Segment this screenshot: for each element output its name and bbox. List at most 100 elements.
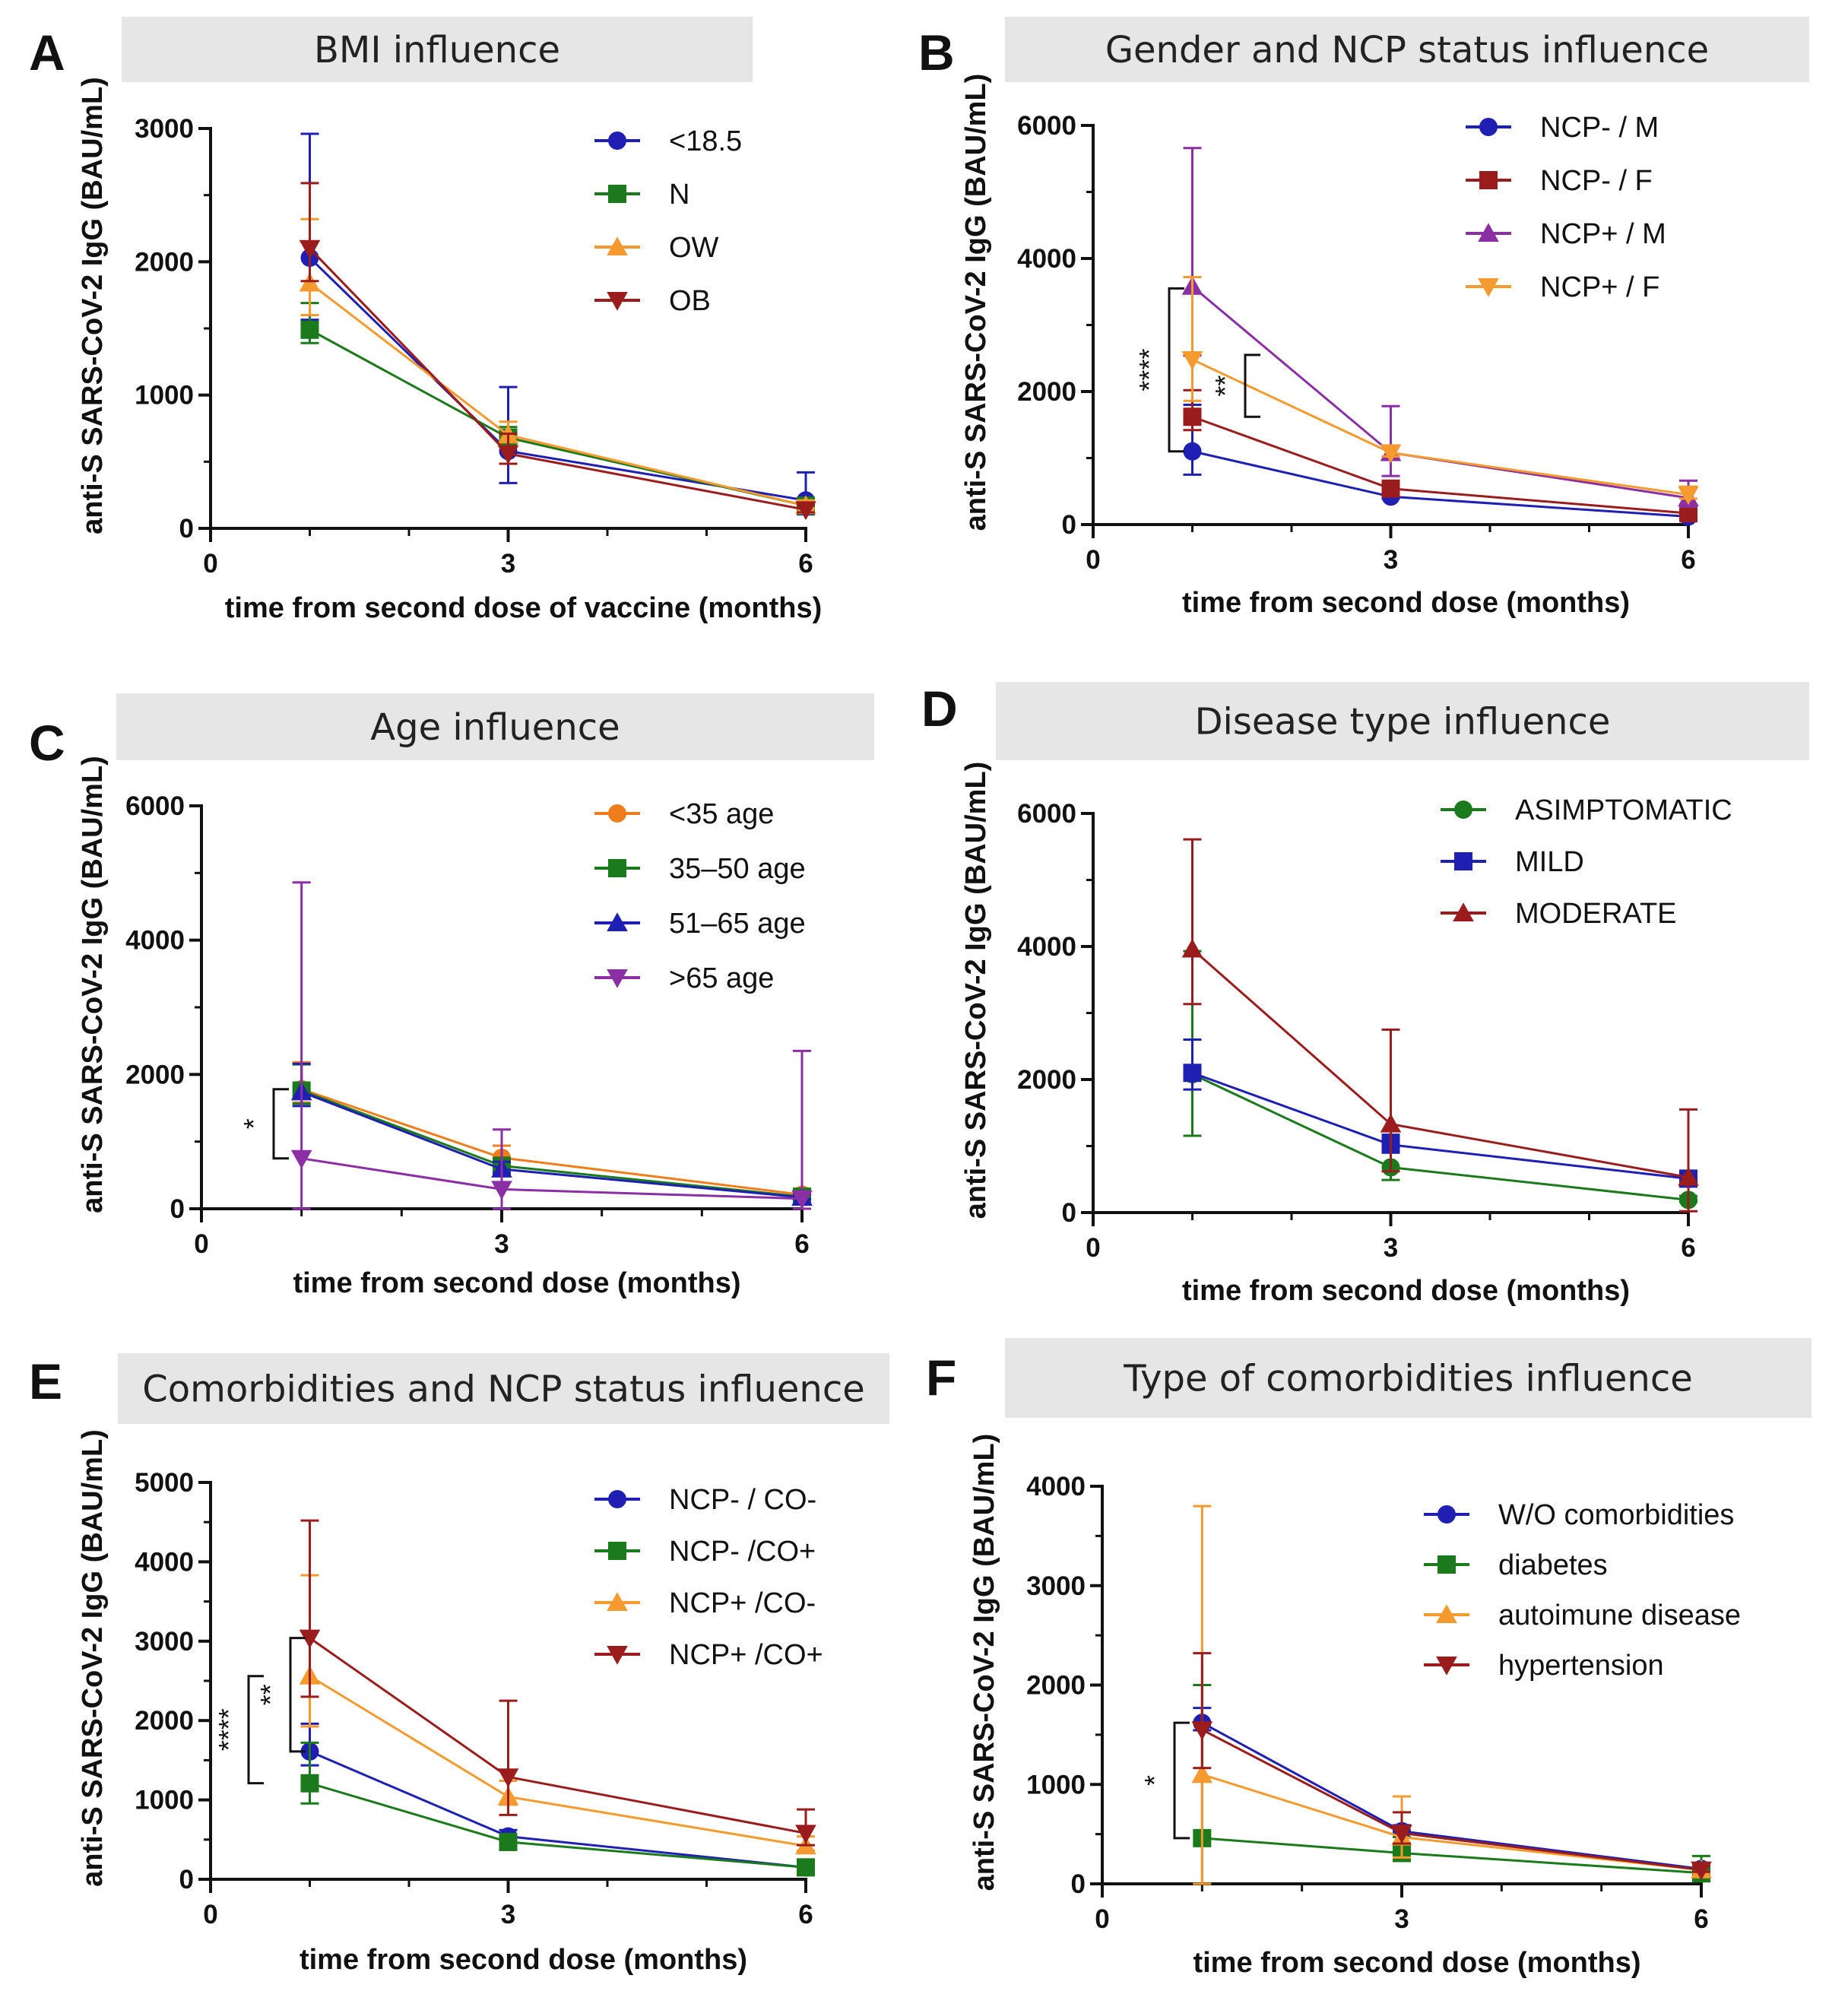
legend-label: OW: [669, 232, 719, 264]
series-line: [1191, 1071, 1689, 1180]
x-tick-label: 3: [1384, 1233, 1398, 1263]
panel-title-box: [996, 682, 1809, 760]
y-tick-label: 0: [179, 514, 194, 544]
legend-item: 35–50 age: [594, 853, 806, 885]
y-tick-label: 0: [1071, 1869, 1086, 1899]
significance-label: *: [238, 1118, 269, 1129]
panel-letter: F: [926, 1349, 956, 1406]
x-tick-label: 6: [1681, 1233, 1695, 1263]
x-axis-title: time from second dose (months): [1182, 1275, 1630, 1307]
legend-label: autoimune disease: [1498, 1600, 1741, 1631]
legend-marker: [1478, 223, 1499, 243]
legend-item: NCP+ /CO+: [594, 1639, 823, 1671]
x-tick-label: 0: [1086, 1233, 1100, 1263]
x-axis-title: time from second dose (months): [300, 1944, 747, 1976]
data-point: [1380, 1113, 1402, 1133]
panel-a: A BMI influence 0 1000 2000 3000 0 3 6 time from …: [29, 17, 822, 624]
series-0: [1193, 1707, 1710, 1879]
x-tick-label: 0: [1086, 545, 1100, 575]
legend-item: hypertension: [1424, 1650, 1664, 1682]
legend-label: N: [669, 179, 689, 211]
series-1: [1183, 388, 1697, 523]
legend-item: NCP- / CO-: [594, 1484, 816, 1516]
data-point: [1678, 486, 1699, 506]
data-point: [1181, 350, 1203, 370]
bracket-line: [1168, 287, 1184, 453]
legend-marker: [1436, 1604, 1457, 1624]
data-point: [1183, 442, 1202, 461]
y-axis-title: anti-S SARS-CoV-2 IgG (BAU/mL): [960, 74, 992, 531]
panel-title: Comorbidities and NCP status influence: [142, 1368, 865, 1411]
legend-item: NCP- / M: [1466, 112, 1659, 144]
legend-marker: [608, 1542, 626, 1560]
series-line: [1191, 358, 1689, 496]
x-tick-label: 3: [494, 1229, 509, 1259]
series-0: [300, 1722, 815, 1877]
y-tick-label: 3000: [135, 1627, 194, 1657]
panel-title: Age influence: [370, 706, 620, 749]
x-tick-label: 3: [501, 549, 515, 579]
significance-label: **: [1209, 376, 1241, 397]
y-tick-label: 0: [1062, 1198, 1076, 1228]
series-2: [1181, 147, 1699, 508]
significance-bracket: ****: [213, 1675, 264, 1785]
series-line: [301, 1089, 803, 1198]
panel-letter: A: [29, 24, 65, 81]
legend-label: NCP- /CO+: [669, 1536, 816, 1568]
legend-label: NCP- / CO-: [669, 1484, 816, 1516]
legend-marker: [607, 1645, 628, 1665]
legend-item: NCP+ / M: [1466, 218, 1666, 250]
data-point: [1191, 1764, 1213, 1783]
series-0: [292, 1061, 811, 1204]
series-line: [1191, 415, 1689, 515]
legend-label: MODERATE: [1515, 898, 1677, 930]
legend-marker: [608, 859, 626, 877]
x-tick-label: 0: [203, 1900, 217, 1929]
x-tick-label: 6: [794, 1229, 809, 1259]
legend-item: NCP- / F: [1466, 165, 1653, 197]
series-line: [301, 1088, 803, 1196]
significance-bracket: *: [238, 1088, 289, 1160]
y-tick-label: 3000: [1026, 1571, 1086, 1601]
legend-marker: [1454, 852, 1472, 870]
y-tick-label: 2000: [1017, 1065, 1076, 1095]
x-tick-label: 3: [1394, 1904, 1409, 1934]
data-point: [491, 1181, 512, 1200]
y-tick-label: 3000: [135, 114, 194, 144]
legend-marker: [1438, 1505, 1456, 1523]
y-tick-label: 5000: [135, 1468, 194, 1498]
legend-marker: [1436, 1656, 1457, 1676]
series-line: [309, 282, 807, 507]
significance-bracket: **: [1209, 354, 1260, 418]
legend-label: NCP+ / F: [1540, 271, 1659, 303]
data-point: [1391, 1825, 1412, 1844]
legend-marker: [607, 912, 628, 932]
y-axis-title: anti-S SARS-CoV-2 IgG (BAU/mL): [968, 1434, 1000, 1891]
bracket-line: [1244, 354, 1260, 418]
legend-label: <35 age: [669, 798, 774, 830]
legend-marker: [607, 969, 628, 988]
data-point: [499, 1832, 518, 1851]
significance-label: ****: [213, 1708, 244, 1751]
legend-item: autoimune disease: [1424, 1600, 1741, 1631]
significance-bracket: *: [1139, 1721, 1190, 1840]
panel-letter: E: [29, 1353, 62, 1409]
panel-title-box: [116, 693, 874, 760]
legend-item: NCP+ /CO-: [594, 1587, 816, 1619]
legend-marker: [608, 1490, 626, 1508]
legend-marker: [608, 185, 626, 203]
panel-title-box: [1005, 17, 1809, 82]
x-tick-label: 6: [798, 549, 813, 579]
legend-label: hypertension: [1498, 1650, 1664, 1682]
panel-title-box: [1005, 1338, 1812, 1418]
significance-label: ****: [1133, 349, 1165, 392]
y-tick-label: 2000: [135, 1706, 194, 1736]
legend-label: 35–50 age: [669, 853, 806, 885]
legend-item: N: [594, 179, 689, 211]
series-line: [309, 1782, 807, 1869]
data-point: [1691, 1861, 1712, 1881]
legend-item: 51–65 age: [594, 908, 806, 940]
series-3: [1181, 276, 1699, 506]
panel-f: F Type of comorbidities influence 0 1000 200…: [926, 1338, 1812, 1979]
legend-marker: [607, 1592, 628, 1612]
